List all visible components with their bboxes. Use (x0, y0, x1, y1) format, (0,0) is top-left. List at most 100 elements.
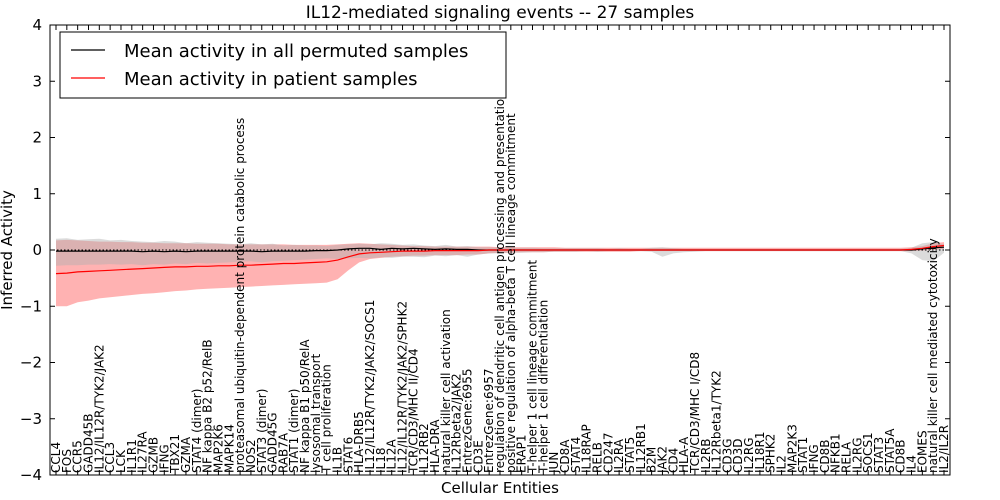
x-category-label: STAT5 (623, 437, 637, 473)
x-category-label: IL12RB2 (417, 423, 431, 473)
band-patient-range (56, 239, 944, 307)
chart-title: IL12-mediated signaling events -- 27 sam… (306, 3, 695, 23)
legend-label-patient: Mean activity in patient samples (124, 69, 418, 90)
x-category-label: IL2RA (612, 438, 626, 473)
x-category-label: CD8B (894, 440, 908, 474)
y-tick-label: 0 (32, 241, 42, 259)
x-category-label: CD3E (471, 440, 485, 473)
x-category-label: STAT4 (569, 437, 583, 473)
series-line-patient (55, 244, 945, 275)
x-category-label: NOS2 (244, 439, 258, 473)
x-category-label: IL12A (385, 439, 399, 473)
legend-box (59, 31, 507, 99)
x-category-label: JUN (547, 452, 561, 474)
x-axis-label: Cellular Entities (441, 479, 559, 497)
x-category-label: HLA-A (677, 436, 691, 473)
x-category-label: CD8A (558, 439, 572, 473)
x-category-label: IL2/IL2R (937, 425, 951, 473)
x-category-label: STAT5A (883, 428, 897, 473)
y-tick-label: −1 (20, 297, 42, 315)
x-category-label: STAT3 (dimer) (255, 389, 269, 473)
x-category-label: STAT4 (dimer) (190, 389, 204, 473)
x-category-label: GZMA (179, 436, 193, 473)
x-category-label: IL1R1 (125, 439, 139, 473)
x-category-label: IL12Rbeta2/JAK2 (450, 373, 464, 473)
x-category-label: SOCS1 (861, 432, 875, 473)
x-category-label: STAT1 (796, 437, 810, 473)
x-category-label: regulation of dendritic cell antigen pro… (493, 91, 507, 473)
band-permuted-range (56, 238, 944, 266)
x-category-label: T-helper 1 cell lineage commitment (526, 260, 540, 474)
x-category-label: EntrezGene:6955 (461, 369, 475, 474)
x-category-label: STAT1 (dimer) (287, 389, 301, 473)
x-category-label: IL18RAP (580, 424, 594, 473)
x-category-label: CD3D (731, 439, 745, 474)
x-category-label: CCL4 (49, 442, 63, 473)
y-axis-label: Inferred Activity (0, 190, 16, 310)
x-category-label: STAT3 (872, 437, 886, 473)
y-tick-label: −3 (20, 410, 42, 428)
x-category-label: IL12Rbeta1/TYK2 (710, 370, 724, 473)
x-category-label: RELB (591, 442, 605, 473)
y-tick-label: 4 (32, 16, 42, 34)
x-category-label: GADD45B (82, 414, 96, 474)
x-category-label: FOS (60, 449, 74, 473)
x-category-label: CD8B (818, 440, 832, 474)
x-category-label: IL12/IL12R/TYK2/JAK2/SOCS1 (363, 300, 377, 473)
y-tick-label: −2 (20, 354, 42, 372)
x-category-label: IL27RA (136, 431, 150, 473)
legend: Mean activity in all permuted samples Me… (59, 31, 507, 99)
x-category-label: IL12/IL12R/TYK2/JAK2/SPHK2 (396, 301, 410, 473)
x-category-label: IFNG (807, 444, 821, 473)
x-category-label: NF kappa B1 p50/RelA (298, 339, 312, 473)
x-category-label: NFKB1 (829, 433, 843, 473)
x-category-label: IL4 (905, 455, 919, 473)
x-category-label: EOMES (915, 430, 929, 473)
x-category-label: EntrezGene:6957 (482, 369, 496, 474)
x-category-label: IFNG (157, 444, 171, 473)
x-category-label: NF kappa B2 p52/RelB (201, 339, 215, 473)
x-category-label: STAT6 (341, 437, 355, 473)
x-category-label: IL12/IL12R/TYK2/JAK2 (92, 344, 106, 473)
x-category-label: RAB7A (276, 432, 290, 473)
x-category-label: CCL3 (103, 442, 117, 473)
x-category-label: TCR/CD3/MHC II/CD4 (406, 348, 420, 474)
x-category-label: positive regulation of alpha-beta T cell… (504, 113, 518, 473)
x-category-label: IL2 (775, 455, 789, 473)
x-category-label: MAP2K6 (211, 424, 225, 473)
x-category-label: MAPK14 (222, 424, 236, 473)
x-category-label: ERAP1 (515, 434, 529, 473)
x-category-label: TBX21 (168, 434, 182, 474)
x-category-label: CCR5 (71, 440, 85, 473)
x-category-label: IL2RG (850, 438, 864, 474)
x-category-label: IL18 (374, 448, 388, 474)
y-tick-label: 3 (32, 72, 42, 90)
x-category-label: GADD45G (266, 412, 280, 473)
x-category-label: proteasomal ubiquitin-dependent protein … (233, 118, 247, 473)
x-category-label: natural killer cell activation (439, 309, 453, 473)
x-category-label: IL2RB (699, 439, 713, 473)
x-category-label: SPHK2 (764, 434, 778, 473)
x-category-label: IL12RB1 (634, 423, 648, 473)
x-category-label: CD3G (720, 438, 734, 473)
x-category-label: CD247 (601, 432, 615, 473)
x-category-label: HLA-DRA (428, 419, 442, 473)
x-category-label: T-helper 1 cell differentiation (536, 300, 550, 474)
x-category-label: lysosomal transport (309, 353, 323, 473)
y-tick-label: 1 (32, 185, 42, 203)
x-category-label: TCR/CD3/MHC I/CD8 (688, 352, 702, 474)
x-category-label: natural killer cell mediated cytotoxicit… (926, 238, 940, 473)
plot-area: −4−3−2−101234CCL4FOSCCR5GADD45BIL12/IL12… (20, 16, 951, 484)
x-category-label: IL1B (331, 447, 345, 473)
y-tick-label: −4 (20, 466, 42, 484)
x-category-label: JAK2 (655, 446, 669, 474)
x-category-label: IL2RG (742, 438, 756, 474)
x-category-label: HLA-DRB5 (352, 411, 366, 473)
x-category-label: IL18R1 (753, 432, 767, 473)
x-category-label: RELA (840, 441, 854, 473)
y-tick-label: 2 (32, 129, 42, 147)
x-category-label: CD4 (666, 448, 680, 473)
legend-label-permuted: Mean activity in all permuted samples (124, 41, 468, 62)
x-category-label: MAP2K3 (785, 424, 799, 473)
